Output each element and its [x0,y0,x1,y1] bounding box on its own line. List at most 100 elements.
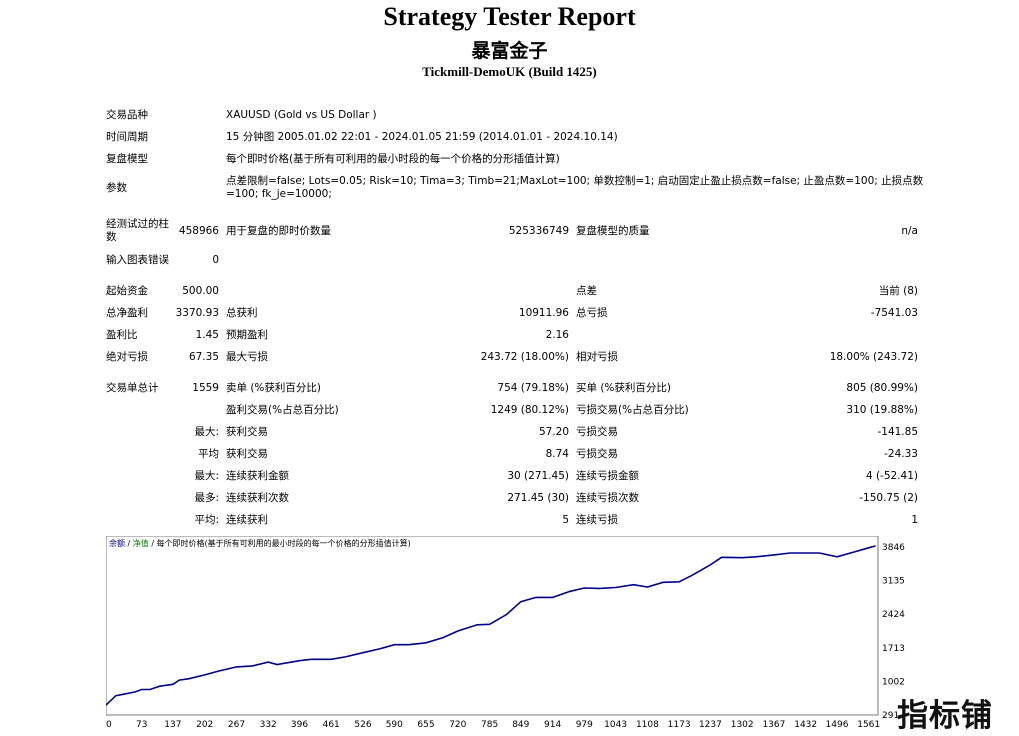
x-tick-label: 979 [576,720,593,730]
profit-trades-label: 盈利交易(%占总百分比) [226,404,339,416]
x-tick-label: 73 [136,720,147,730]
period-label: 时间周期 [106,131,148,143]
errors-label: 输入图表错误 [106,254,169,266]
y-tick-label: 1002 [882,677,905,687]
loss-trades-value: 310 (19.88%) [846,404,918,416]
y-tick-label: 1713 [882,644,905,654]
balance-chart-svg: 余额 / 净值 / 每个即时价格(基于所有可利用的最小时段的每一个价格的分形插值… [106,536,905,730]
total-trades-label: 交易单总计 [106,382,159,394]
server-build: Tickmill-DemoUK (Build 1425) [422,64,597,79]
legend-balance: 余额 [109,538,125,548]
x-tick-label: 526 [354,720,371,730]
largest-loss-value: -141.85 [877,426,918,438]
profit-trades-value: 1249 (80.12%) [490,404,569,416]
watermark-text: 指标铺 [897,698,993,734]
params-label: 参数 [106,182,127,194]
expected-payoff-value: 2.16 [545,329,569,341]
symbol-label: 交易品种 [106,109,148,121]
absolute-drawdown-value: 67.35 [188,351,219,363]
x-tick-label: 137 [164,720,181,730]
short-positions-label: 卖单 (%获利百分比) [226,382,322,394]
x-tick-label: 1108 [636,720,659,730]
max-label: 最大: [194,470,219,482]
max-consecutive-wins-label: 连续获利金额 [226,470,289,482]
model-label: 复盘模型 [106,153,148,165]
x-tick-label: 1302 [731,720,754,730]
bars-value: 458966 [178,225,219,237]
x-axis-ticks: 0 73 137 202 267 332 396 461 526 590 655 720 785 849 9… [106,720,880,730]
average-loss-label: 亏损交易 [576,448,618,460]
average-consecutive-wins-label: 连续获利 [226,514,268,526]
deposit-label: 起始资金 [106,285,148,297]
x-tick-label: 1173 [668,720,691,730]
ticks-value: 525336749 [508,225,569,237]
x-tick-label: 267 [228,720,245,730]
x-tick-label: 1237 [699,720,722,730]
plot-frame [106,536,879,716]
x-tick-label: 1432 [794,720,817,730]
largest-label: 最大: [194,426,219,438]
gross-profit-value: 10911.96 [518,307,569,319]
legend-equity: 净值 [133,538,149,548]
deposit-value: 500.00 [182,285,219,297]
y-tick-label: 3135 [882,577,905,587]
expert-name: 暴富金子 [471,40,548,62]
relative-drawdown-label: 相对亏损 [576,351,618,363]
max-consecutive-losses-value: 4 (-52.41) [865,470,918,482]
quality-label: 复盘模型的质量 [576,225,650,237]
balance-chart: 余额 / 净值 / 每个即时价格(基于所有可利用的最小时段的每一个价格的分形插值… [106,536,906,736]
x-tick-label: 1561 [857,720,880,730]
report-title: Strategy Tester Report [383,2,636,31]
average-profit-value: 8.74 [545,448,569,460]
average-loss-value: -24.33 [884,448,918,460]
legend-separator-2: / [149,539,157,548]
max-consecutive-wins-value: 30 (271.45) [507,470,569,482]
legend-separator-1: / [125,539,133,548]
balance-line [106,545,876,706]
x-tick-label: 914 [544,720,561,730]
y-axis-ticks: 291 1002 1713 2424 3135 3846 [882,543,905,721]
long-positions-label: 买单 (%获利百分比) [576,382,672,394]
x-tick-label: 590 [386,720,403,730]
maximal-consecutive-profit-label: 连续获利次数 [226,492,289,504]
long-positions-value: 805 (80.99%) [846,382,918,394]
x-tick-label: 720 [449,720,466,730]
x-tick-label: 202 [196,720,213,730]
x-tick-label: 0 [106,720,112,730]
y-tick-label: 2424 [882,610,905,620]
y-tick-label: 291 [882,711,899,721]
x-tick-label: 785 [481,720,498,730]
total-trades-value: 1559 [192,382,219,394]
max-consecutive-losses-label: 连续亏损金额 [576,470,639,482]
largest-profit-value: 57.20 [538,426,569,438]
maximal-drawdown-value: 243.72 (18.00%) [480,351,569,363]
maximal-consecutive-profit-value: 271.45 (30) [507,492,569,504]
profit-factor-label: 盈利比 [106,329,138,341]
model-value: 每个即时价格(基于所有可利用的最小时段的每一个价格的分形插值计算) [226,153,560,165]
relative-drawdown-value: 18.00% (243.72) [829,351,918,363]
maximal-label: 最多: [194,492,219,504]
maximal-drawdown-label: 最大亏损 [226,351,268,363]
absolute-drawdown-label: 绝对亏损 [106,351,148,363]
params-value: 点差限制=false; Lots=0.05; Risk=10; Tima=3; … [226,175,924,200]
spread-value: 当前 (8) [878,285,918,297]
legend-model: 每个即时价格(基于所有可利用的最小时段的每一个价格的分形插值计算) [157,538,411,548]
x-tick-label: 849 [512,720,529,730]
net-profit-value: 3370.93 [175,307,219,319]
loss-trades-label: 亏损交易(%占总百分比) [576,404,689,416]
profit-factor-value: 1.45 [195,329,219,341]
bars-label: 经测试过的柱数 [106,218,169,243]
net-profit-label: 总净盈利 [106,307,148,319]
y-tick-label: 3846 [882,543,905,553]
average-profit-label: 获利交易 [226,448,268,460]
x-tick-label: 1496 [826,720,849,730]
period-value: 15 分钟图 2005.01.02 22:01 - 2024.01.05 21:… [226,131,618,143]
avg-label: 平均: [194,514,219,526]
largest-loss-label: 亏损交易 [576,426,618,438]
symbol-value: XAUUSD (Gold vs US Dollar ) [226,109,377,121]
largest-profit-label: 获利交易 [226,426,268,438]
gross-profit-label: 总获利 [226,307,258,319]
x-tick-label: 1043 [604,720,627,730]
average-consecutive-losses-label: 连续亏损 [576,514,618,526]
maximal-consecutive-loss-value: -150.75 (2) [859,492,918,504]
